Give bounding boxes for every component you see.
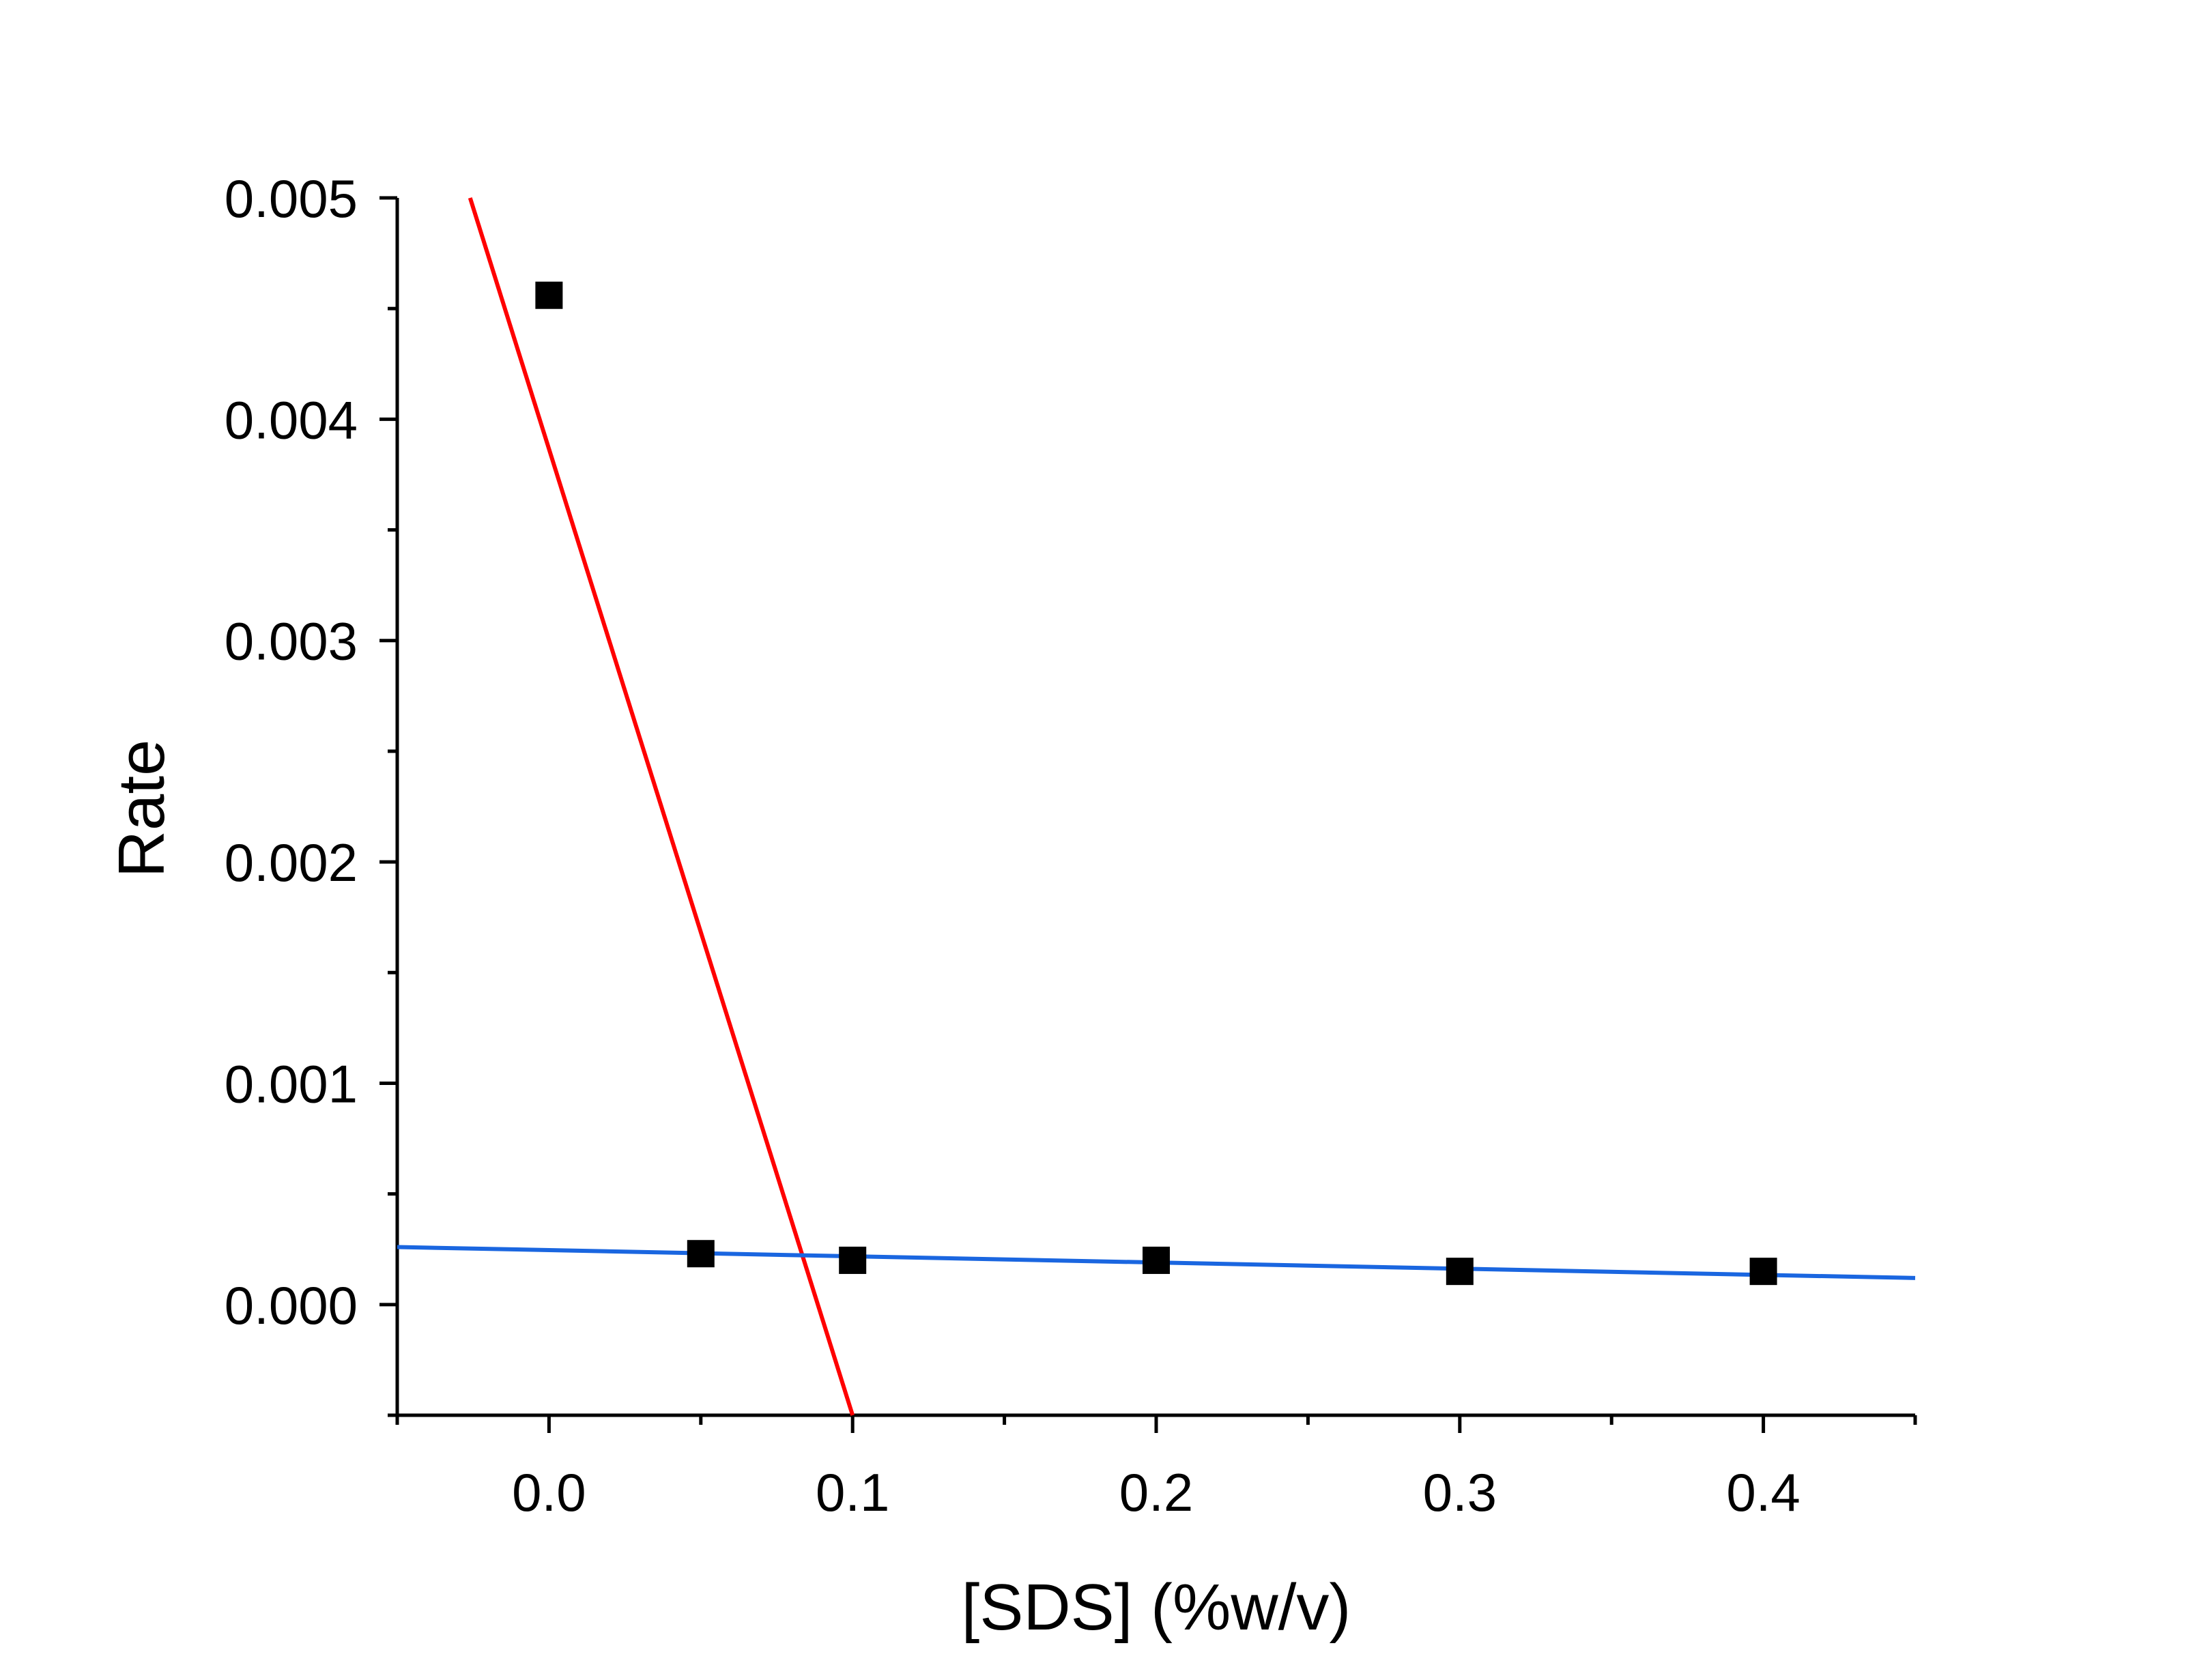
x-tick-label: 0.3: [1423, 1462, 1497, 1522]
x-axis-title: [SDS] (%w/v): [962, 1571, 1351, 1644]
x-tick-label: 0.2: [1119, 1462, 1193, 1522]
axes: [379, 196, 1917, 1433]
data-point: [1143, 1246, 1170, 1274]
y-tick-label: 0.001: [225, 1054, 358, 1114]
y-axis-title: Rate: [105, 740, 178, 878]
data-point: [1446, 1258, 1474, 1286]
data-point: [535, 281, 563, 309]
data-point: [839, 1246, 867, 1274]
x-tick-label: 0.4: [1726, 1462, 1800, 1522]
y-tick-label: 0.003: [225, 611, 358, 671]
fit-lines: [397, 197, 1916, 1416]
y-tick-label: 0.002: [225, 832, 358, 893]
y-tick-label: 0.000: [225, 1275, 358, 1335]
y-tick-label: 0.004: [225, 390, 358, 450]
data-point: [1749, 1258, 1777, 1286]
x-tick-label: 0.1: [816, 1462, 889, 1522]
x-tick-label: 0.0: [512, 1462, 586, 1522]
red-fit-line: [468, 197, 855, 1416]
data-point: [687, 1240, 715, 1268]
tick-labels: 0.0 0.1 0.2 0.3 0.4 0.000 0.001 0.002 0.003 0.004…: [225, 169, 1801, 1522]
y-tick-label: 0.005: [225, 169, 358, 229]
data-points: [535, 281, 1777, 1286]
